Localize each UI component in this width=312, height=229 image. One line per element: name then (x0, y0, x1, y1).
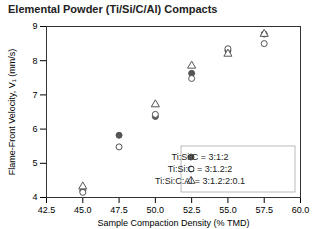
svg-text:Ti:Si:C = 3:1.2:2: Ti:Si:C = 3:1.2:2 (168, 164, 232, 174)
svg-text:57.5: 57.5 (255, 205, 273, 215)
svg-text:Ti:Si:C:Al = 3:1.2:2:0.1: Ti:Si:C:Al = 3:1.2:2:0.1 (155, 176, 245, 186)
svg-text:60.0: 60.0 (292, 205, 310, 215)
svg-text:7: 7 (32, 90, 37, 100)
svg-text:42.5: 42.5 (38, 205, 56, 215)
svg-text:55.0: 55.0 (219, 205, 237, 215)
svg-text:Sample Compaction Density (% T: Sample Compaction Density (% TMD) (98, 218, 250, 228)
svg-text:9: 9 (32, 21, 37, 31)
svg-text:Ti:Si:C = 3:1:2: Ti:Si:C = 3:1:2 (172, 152, 229, 162)
svg-text:Flame-Front Velocity, V₁ (mm/s: Flame-Front Velocity, V₁ (mm/s) (7, 49, 17, 175)
svg-text:5: 5 (32, 158, 37, 168)
svg-text:45.0: 45.0 (74, 205, 92, 215)
svg-text:4: 4 (32, 192, 37, 202)
svg-text:47.5: 47.5 (110, 205, 128, 215)
svg-text:6: 6 (32, 124, 37, 134)
html-text:Elemental Powder (Ti/Si/C/Al): Elemental Powder (Ti/Si/C/Al) Compacts (8, 3, 218, 15)
svg-text:52.5: 52.5 (183, 205, 201, 215)
svg-text:50.0: 50.0 (147, 205, 165, 215)
svg-text:8: 8 (32, 56, 37, 66)
